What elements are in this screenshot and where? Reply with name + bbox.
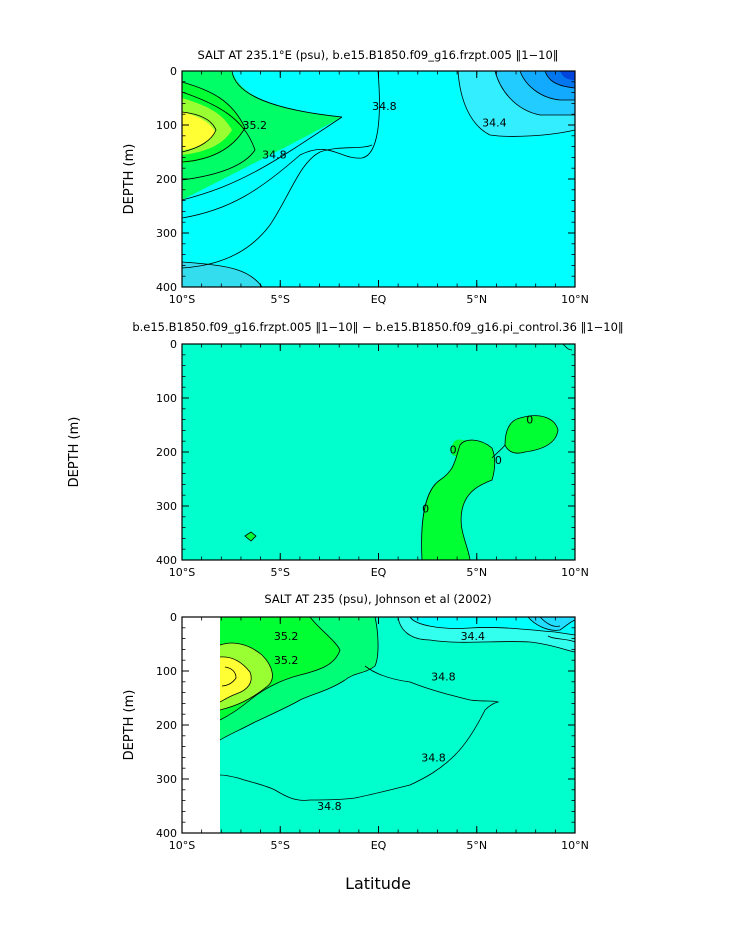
contour-line <box>519 70 575 101</box>
x-tick-label: 5°S <box>271 293 290 306</box>
x-tick-label: 10°S <box>169 566 195 579</box>
y-tick-label: 0 <box>170 65 177 78</box>
y-tick-label: 400 <box>156 827 177 840</box>
contour-line <box>219 665 500 801</box>
contour-line <box>397 616 576 653</box>
contour-line <box>409 616 576 636</box>
contour-line <box>181 144 373 269</box>
panel-middle: b.e15.B1850.f09_g16.frzpt.005 ‖1−10‖ − b… <box>67 320 624 579</box>
contour-line <box>544 70 576 89</box>
contour-line <box>491 444 506 459</box>
contour-line <box>231 70 343 118</box>
y-tick-label: 200 <box>156 446 177 459</box>
field-high <box>182 112 215 150</box>
panel-title: b.e15.B1850.f09_g16.frzpt.005 ‖1−10‖ − b… <box>132 320 623 334</box>
field-positive <box>505 415 558 454</box>
field-low-5 <box>560 71 575 80</box>
field-positive <box>244 531 257 542</box>
x-tick-label: 5°N <box>466 293 487 306</box>
panel-plot-area <box>181 616 576 834</box>
contour-label: 0 <box>495 454 502 467</box>
contour-label: 35.2 <box>242 119 267 132</box>
panel-plot-area <box>181 70 576 288</box>
contour-line <box>219 616 341 721</box>
contour-label: 34.4 <box>482 116 507 129</box>
y-axis-label: DEPTH (m) <box>67 417 82 488</box>
y-tick-label: 0 <box>170 611 177 624</box>
contour-line <box>457 70 576 137</box>
contour-label: 0 <box>526 414 533 427</box>
x-tick-label: 10°S <box>169 293 195 306</box>
y-tick-label: 100 <box>156 665 177 678</box>
contour-line <box>221 666 237 687</box>
y-tick-label: 200 <box>156 173 177 186</box>
panel-title: SALT AT 235 (psu), Johnson et al (2002) <box>264 592 491 606</box>
x-tick-label: EQ <box>371 566 387 579</box>
x-tick-label: 5°N <box>466 566 487 579</box>
contour-line <box>181 111 217 153</box>
contour-line <box>219 642 273 711</box>
y-tick-label: 300 <box>156 500 177 513</box>
contour-label: 34.8 <box>262 149 287 162</box>
contour-line <box>527 616 576 631</box>
contour-line <box>181 261 263 288</box>
contour-label: 34.4 <box>461 630 486 643</box>
contour-label: 34.8 <box>421 751 446 764</box>
contour-label: 35.2 <box>274 630 299 643</box>
x-tick-label: 10°N <box>561 293 589 306</box>
x-tick-label: 5°S <box>271 839 290 852</box>
y-tick-label: 200 <box>156 719 177 732</box>
x-tick-label: 5°S <box>271 566 290 579</box>
y-tick-label: 400 <box>156 281 177 294</box>
y-tick-label: 300 <box>156 227 177 240</box>
x-tick-label: 10°S <box>169 839 195 852</box>
panel-bottom: SALT AT 235 (psu), Johnson et al (2002) … <box>122 592 589 852</box>
contour-line <box>181 70 380 219</box>
x-axis-label: Latitude <box>345 874 411 893</box>
contour-line <box>219 616 379 741</box>
contour-line <box>504 415 559 454</box>
contour-line <box>539 616 576 643</box>
y-tick-label: 100 <box>156 119 177 132</box>
contour-line <box>181 116 343 201</box>
y-tick-label: 0 <box>170 338 177 351</box>
field-low-3 <box>528 617 575 631</box>
panel-top: SALT AT 235.1°E (psu), b.e15.B1850.f09_g… <box>122 48 589 306</box>
y-tick-label: 100 <box>156 392 177 405</box>
contour-label: 35.2 <box>274 654 299 667</box>
panel-title: SALT AT 235.1°E (psu), b.e15.B1850.f09_g… <box>197 48 558 62</box>
contour-line <box>219 656 252 703</box>
contour-label: 34.8 <box>431 670 456 683</box>
y-axis-label: DEPTH (m) <box>122 690 137 761</box>
field-positive <box>421 440 495 560</box>
x-tick-label: 10°N <box>561 839 589 852</box>
y-tick-label: 400 <box>156 554 177 567</box>
contour-label: 0 <box>450 443 457 456</box>
contour-line <box>562 343 573 351</box>
contour-line <box>421 439 496 561</box>
y-tick-label: 300 <box>156 773 177 786</box>
contour-line <box>181 81 246 163</box>
x-tick-label: EQ <box>371 839 387 852</box>
contour-label: 0 <box>422 503 429 516</box>
y-axis-label: DEPTH (m) <box>122 144 137 215</box>
x-tick-label: EQ <box>371 293 387 306</box>
field-base <box>182 344 575 560</box>
x-tick-label: 5°N <box>466 839 487 852</box>
contour-line <box>181 91 256 181</box>
field-high <box>220 656 252 702</box>
field-low-6 <box>182 262 262 287</box>
contour-label: 34.8 <box>317 800 342 813</box>
contour-label: 34.8 <box>372 100 397 113</box>
x-tick-label: 10°N <box>561 566 589 579</box>
panel-plot-area <box>181 343 576 561</box>
contour-line <box>494 70 575 116</box>
